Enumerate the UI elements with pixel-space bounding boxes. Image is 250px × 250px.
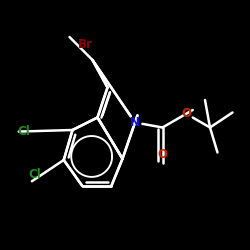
Text: O: O bbox=[158, 148, 168, 162]
Text: Cl: Cl bbox=[17, 125, 30, 138]
Text: Cl: Cl bbox=[28, 168, 41, 181]
Text: N: N bbox=[130, 116, 140, 129]
Text: O: O bbox=[181, 107, 191, 120]
Text: Br: Br bbox=[78, 38, 92, 52]
